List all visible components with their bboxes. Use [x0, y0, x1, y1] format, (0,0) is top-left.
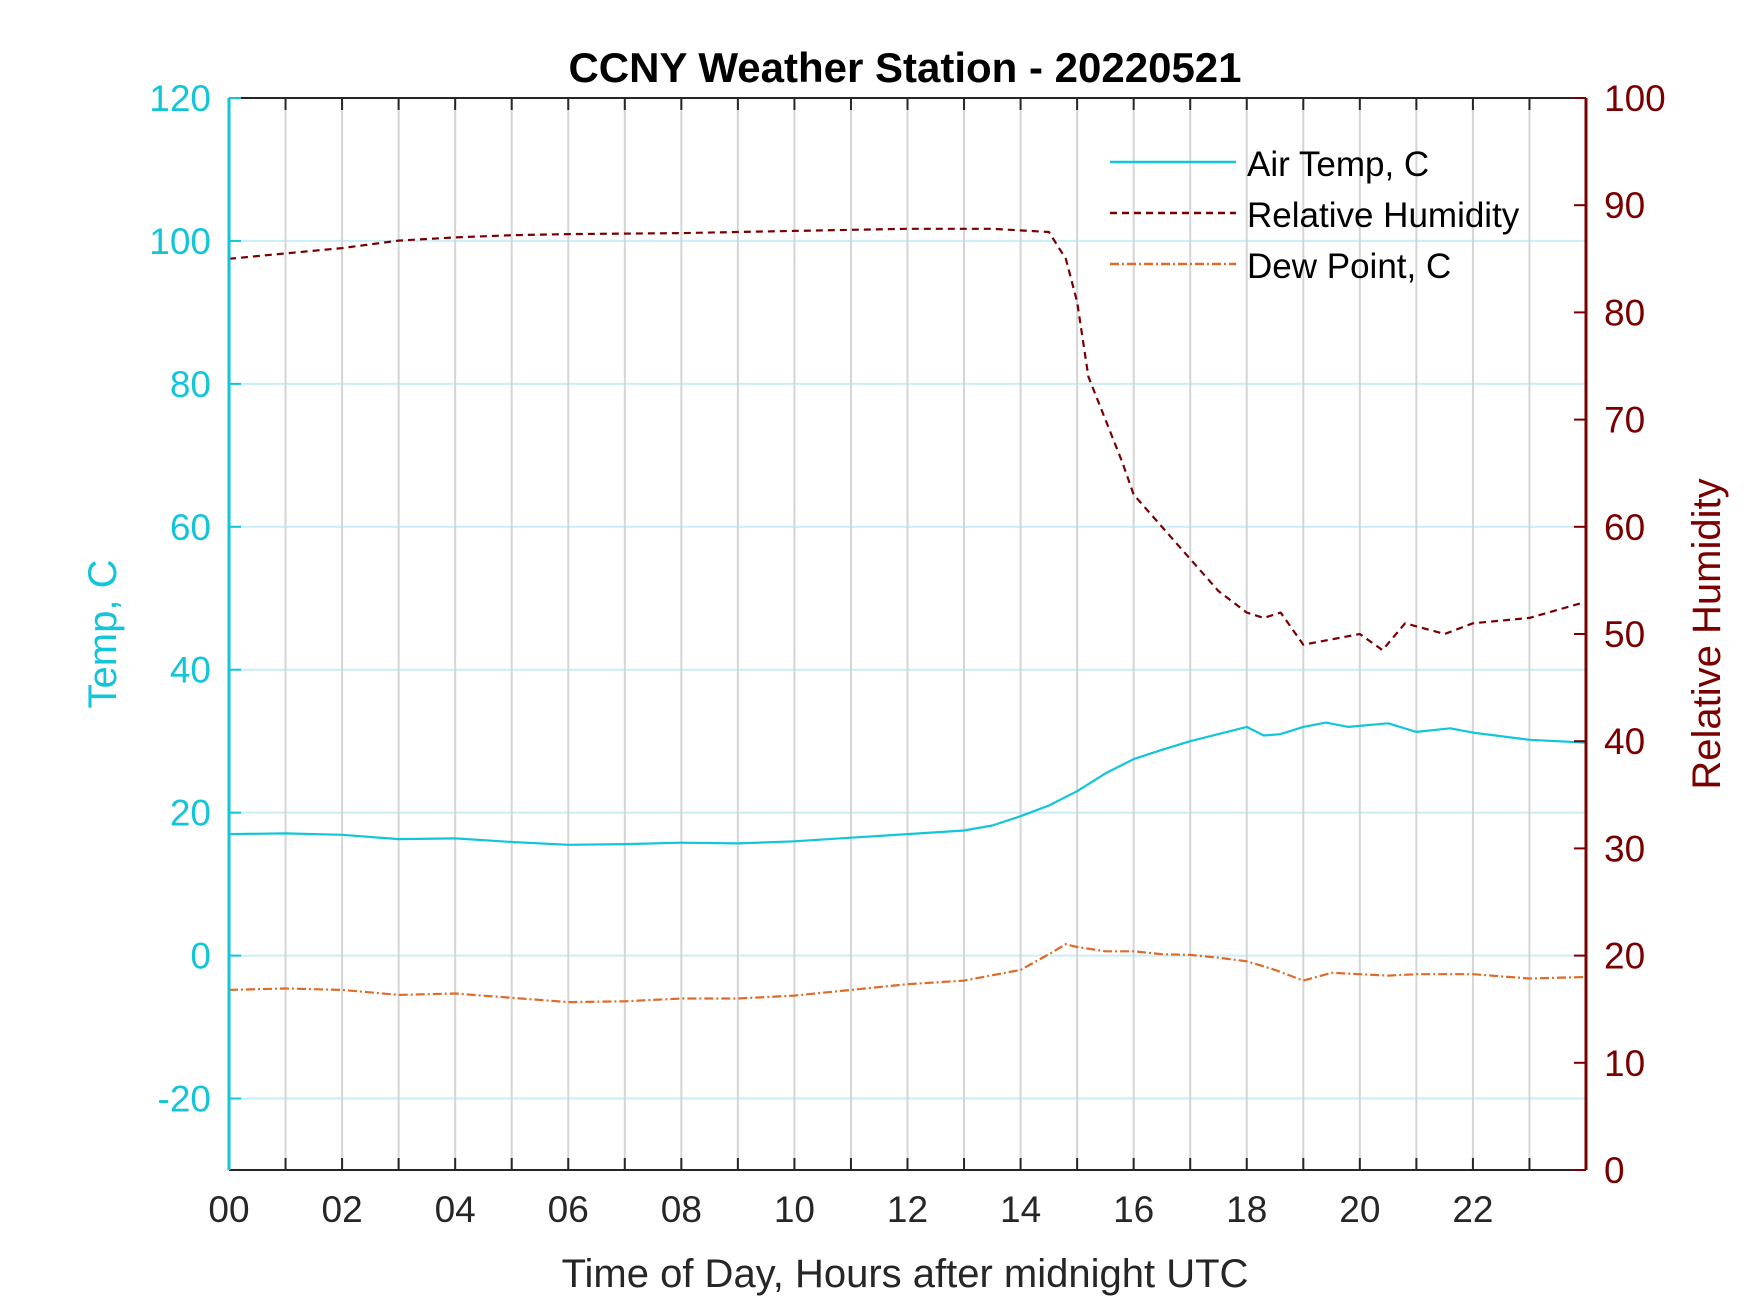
- dew-point-c-line: [228, 943, 1587, 1004]
- x-tick-label: 00: [208, 1189, 249, 1230]
- y-left-tick-label: 20: [170, 793, 211, 834]
- y-right-tick-label: 90: [1604, 185, 1645, 226]
- y-right-tick-label: 0: [1604, 1150, 1625, 1191]
- x-tick-label: 02: [322, 1189, 363, 1230]
- legend-label-air-temp: Air Temp, C: [1247, 145, 1429, 184]
- y-left-tick-label: 100: [149, 221, 211, 262]
- y-right-tick-label: 10: [1604, 1043, 1645, 1084]
- y-right-tick-label: 70: [1604, 400, 1645, 441]
- y-left-tick-label: -20: [158, 1079, 211, 1120]
- air-temp-c-line: [228, 721, 1587, 846]
- chart-title: CCNY Weather Station - 20220521: [568, 44, 1241, 91]
- y-right-tick-label: 20: [1604, 936, 1645, 977]
- y-right-tick-label: 60: [1604, 507, 1645, 548]
- x-tick-label: 04: [435, 1189, 476, 1230]
- y-right-tick-label: 80: [1604, 292, 1645, 333]
- x-tick-label: 18: [1226, 1189, 1267, 1230]
- y-left-tick-label: 80: [170, 364, 211, 405]
- y-left-tick-label: 60: [170, 507, 211, 548]
- x-tick-label: 10: [774, 1189, 815, 1230]
- x-tick-label: 06: [548, 1189, 589, 1230]
- x-tick-label: 16: [1113, 1189, 1154, 1230]
- axes: [227, 97, 1588, 1171]
- legend-label-relative-humidity: Relative Humidity: [1247, 196, 1520, 235]
- relative-humidity-line: [228, 227, 1587, 652]
- y-left-axis-label: Temp, C: [81, 560, 125, 709]
- y-right-axis-label: Relative Humidity: [1685, 478, 1729, 789]
- y-right-tick-label: 40: [1604, 721, 1645, 762]
- x-tick-label: 22: [1452, 1189, 1493, 1230]
- legend-label-dew-point: Dew Point, C: [1247, 247, 1451, 286]
- y-left-tick-label: 120: [149, 78, 211, 119]
- x-tick-label: 12: [887, 1189, 928, 1230]
- tick-labels: 00 02 04 06 08 10 12 14 16 18 20 22-200204060801001…: [149, 78, 1665, 1230]
- y-left-tick-label: 40: [170, 650, 211, 691]
- x-tick-label: 20: [1339, 1189, 1380, 1230]
- y-left-tick-label: 0: [190, 936, 211, 977]
- series: [228, 227, 1587, 1004]
- grid: [229, 98, 1586, 1170]
- legend: Air Temp, C Relative Humidity Dew Point,…: [1110, 145, 1520, 286]
- x-axis-label: Time of Day, Hours after midnight UTC: [562, 1252, 1249, 1296]
- x-tick-label: 14: [1000, 1189, 1041, 1230]
- y-right-tick-label: 50: [1604, 614, 1645, 655]
- y-right-tick-label: 30: [1604, 828, 1645, 869]
- y-right-tick-label: 100: [1604, 78, 1666, 119]
- x-tick-label: 08: [661, 1189, 702, 1230]
